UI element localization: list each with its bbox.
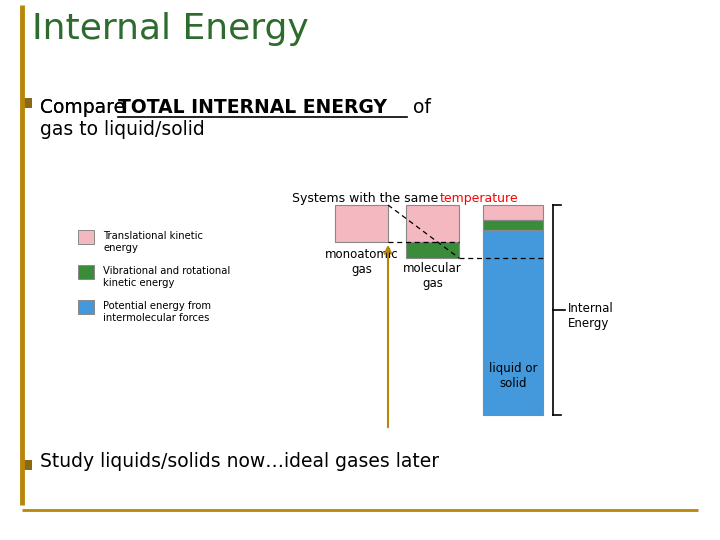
Text: Internal Energy: Internal Energy — [32, 12, 309, 46]
Bar — [78, 265, 94, 279]
Text: Study liquids/solids now…ideal gases later: Study liquids/solids now…ideal gases lat… — [40, 452, 439, 471]
Bar — [406, 205, 459, 242]
Bar — [483, 205, 543, 220]
Text: TOTAL INTERNAL ENERGY: TOTAL INTERNAL ENERGY — [118, 98, 387, 117]
Text: of: of — [407, 98, 431, 117]
Text: Internal
Energy: Internal Energy — [568, 302, 613, 330]
Text: temperature: temperature — [440, 192, 518, 205]
Bar — [78, 300, 94, 314]
Text: Potential energy from
intermolecular forces: Potential energy from intermolecular for… — [103, 301, 211, 322]
Text: monoatomic
gas: monoatomic gas — [325, 248, 398, 276]
Bar — [22, 460, 32, 470]
Bar — [406, 242, 459, 258]
Text: Compare: Compare — [40, 98, 131, 117]
Bar — [483, 220, 543, 230]
Bar — [335, 205, 388, 242]
Text: liquid or
solid: liquid or solid — [489, 362, 537, 390]
Bar — [483, 230, 543, 415]
Text: Vibrational and rotational
kinetic energy: Vibrational and rotational kinetic energ… — [103, 266, 230, 288]
Text: Compare: Compare — [40, 98, 131, 117]
Text: Translational kinetic
energy: Translational kinetic energy — [103, 231, 203, 253]
Text: Systems with the same: Systems with the same — [292, 192, 442, 205]
Text: molecular
gas: molecular gas — [403, 262, 462, 290]
Bar — [22, 98, 32, 108]
Text: gas to liquid/solid: gas to liquid/solid — [40, 120, 204, 139]
Bar — [78, 230, 94, 244]
